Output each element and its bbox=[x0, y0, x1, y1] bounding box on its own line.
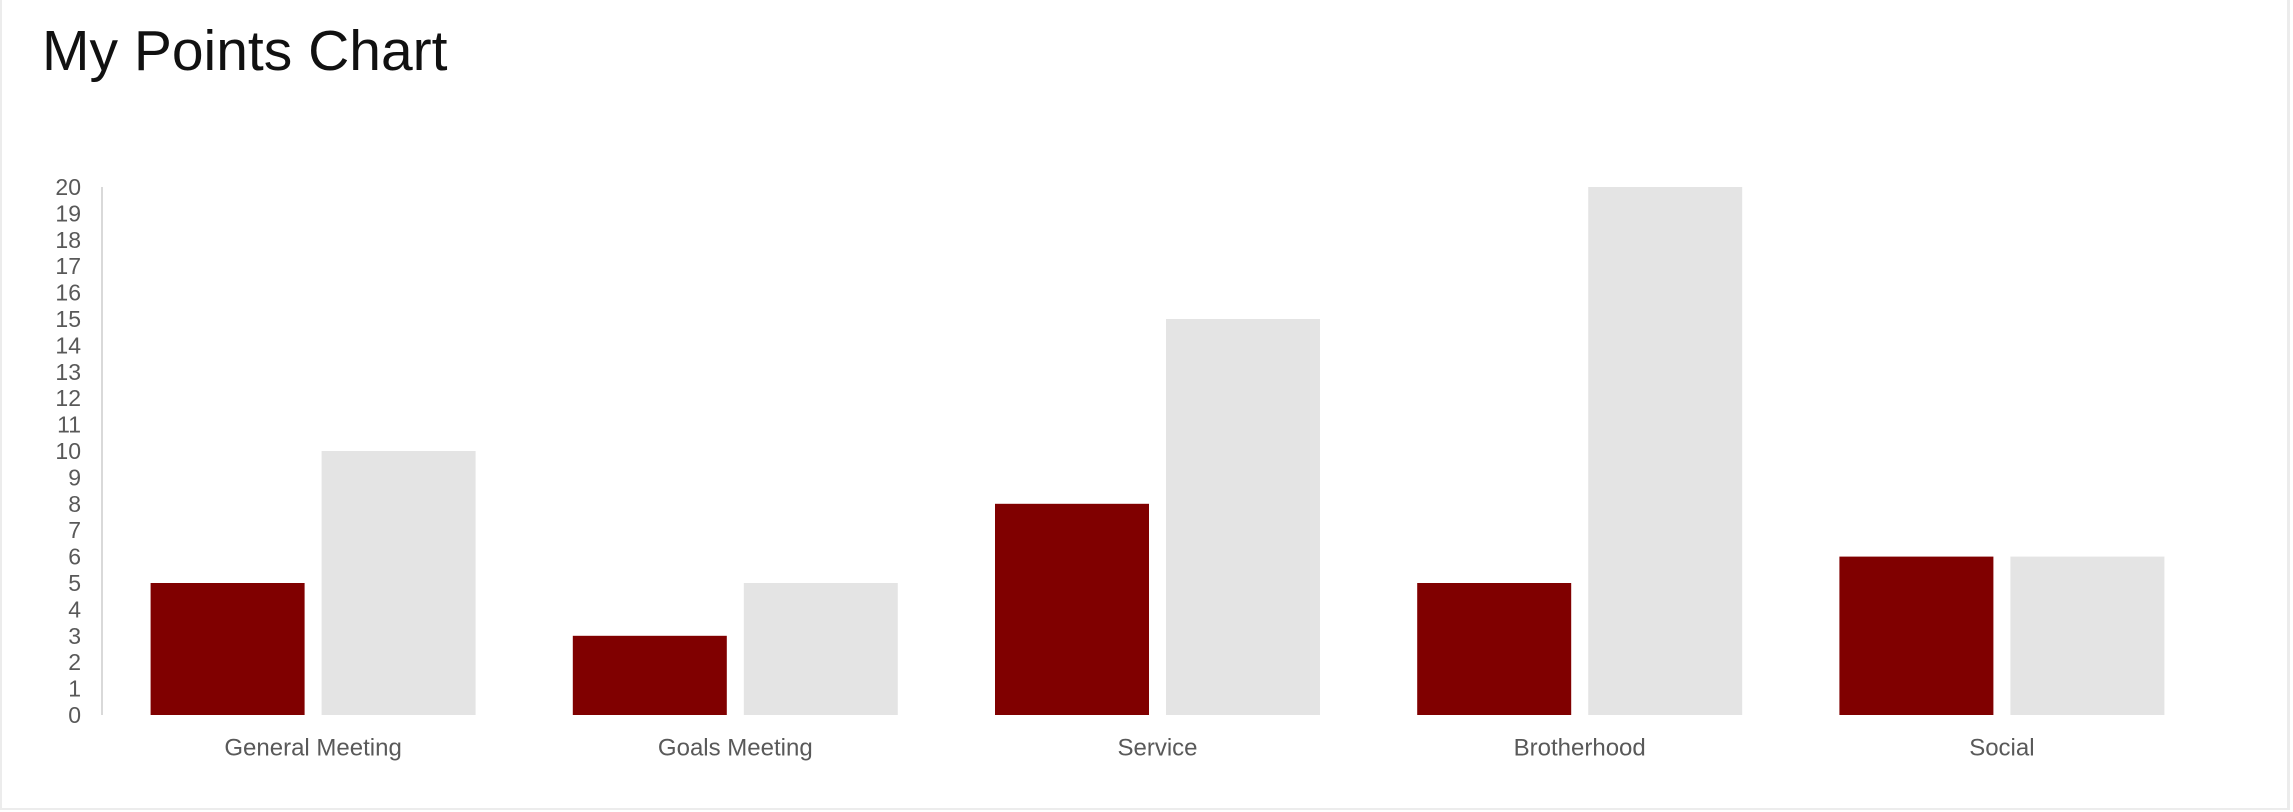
x-category-label: Service bbox=[1117, 735, 1197, 762]
y-tick-label: 17 bbox=[55, 253, 81, 279]
y-tick-label: 12 bbox=[55, 385, 81, 411]
y-tick-label: 15 bbox=[55, 306, 81, 332]
bar bbox=[1166, 319, 1320, 715]
y-tick-label: 18 bbox=[55, 227, 81, 253]
y-tick-label: 3 bbox=[68, 623, 81, 649]
y-tick-label: 13 bbox=[55, 359, 81, 385]
y-tick-label: 8 bbox=[68, 491, 81, 517]
bar bbox=[743, 583, 898, 715]
chart-title: My Points Chart bbox=[42, 19, 448, 83]
y-tick-label: 9 bbox=[68, 464, 81, 490]
y-tick-label: 11 bbox=[57, 412, 81, 438]
bar bbox=[321, 451, 476, 715]
y-tick-label: 0 bbox=[68, 702, 81, 728]
bar bbox=[572, 635, 727, 715]
bar bbox=[995, 503, 1149, 715]
y-tick-label: 2 bbox=[68, 649, 81, 675]
y-tick-label: 16 bbox=[55, 280, 81, 306]
y-tick-label: 20 bbox=[55, 174, 81, 200]
bar bbox=[1588, 187, 1743, 715]
y-tick-label: 14 bbox=[55, 332, 81, 358]
y-tick-label: 4 bbox=[68, 596, 81, 622]
bar bbox=[1839, 556, 1994, 715]
y-tick-label: 5 bbox=[68, 570, 81, 596]
y-tick-label: 10 bbox=[55, 438, 81, 464]
x-category-label: Brotherhood bbox=[1514, 735, 1646, 762]
bar bbox=[2010, 556, 2165, 715]
x-category-label: General Meeting bbox=[224, 735, 401, 762]
y-tick-label: 6 bbox=[68, 544, 81, 570]
bar bbox=[1417, 583, 1572, 715]
y-tick-label: 19 bbox=[55, 200, 81, 226]
y-tick-label: 7 bbox=[68, 517, 81, 543]
x-category-label: Social bbox=[1969, 735, 2034, 762]
bar bbox=[150, 583, 305, 715]
y-tick-label: 1 bbox=[68, 676, 81, 702]
x-category-label: Goals Meeting bbox=[658, 735, 813, 762]
